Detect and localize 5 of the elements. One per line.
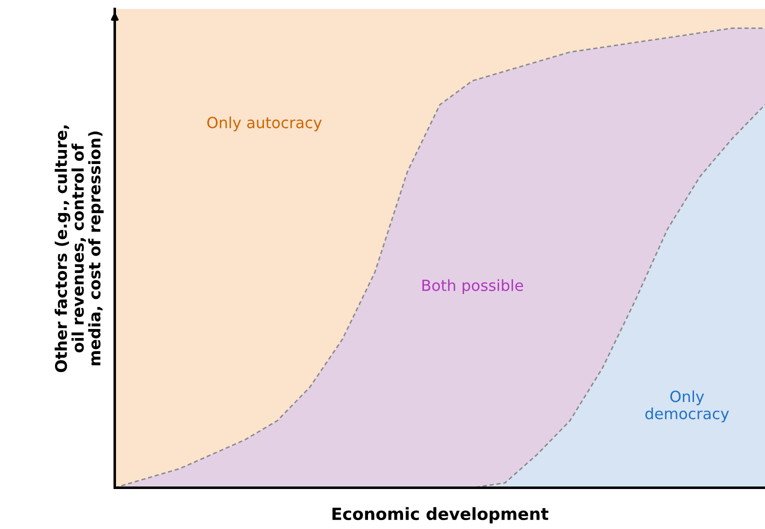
x-axis-title: Economic development [332, 507, 548, 524]
series-label: Only autocracy [207, 116, 322, 132]
series-label: Both possible [422, 279, 524, 294]
series-label: Only democracy [645, 390, 729, 422]
y-axis-title: Other factors (e.g., culture, oil revenues, control of media, cost of repression) [54, 125, 104, 372]
